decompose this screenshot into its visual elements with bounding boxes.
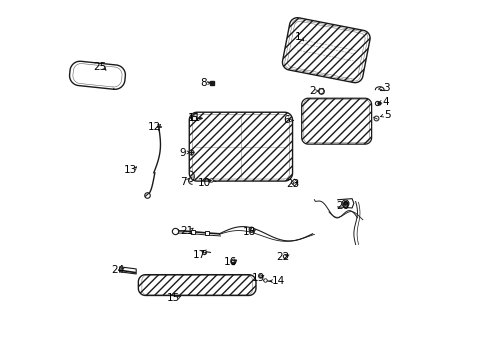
Text: 1: 1 bbox=[294, 32, 301, 41]
Text: 12: 12 bbox=[147, 122, 161, 132]
Text: 19: 19 bbox=[251, 273, 264, 283]
Text: 10: 10 bbox=[197, 178, 210, 188]
Polygon shape bbox=[189, 112, 292, 181]
Polygon shape bbox=[138, 275, 255, 296]
Polygon shape bbox=[301, 98, 371, 144]
Text: 7: 7 bbox=[180, 177, 186, 187]
Polygon shape bbox=[301, 98, 371, 144]
Polygon shape bbox=[189, 112, 292, 181]
Polygon shape bbox=[282, 18, 369, 83]
Text: 18: 18 bbox=[243, 227, 256, 237]
Text: 8: 8 bbox=[200, 78, 206, 88]
Text: 22: 22 bbox=[276, 252, 289, 262]
Text: 5: 5 bbox=[384, 111, 390, 121]
Polygon shape bbox=[282, 18, 369, 83]
Text: 25: 25 bbox=[94, 62, 107, 72]
Text: 9: 9 bbox=[179, 148, 185, 158]
Text: 2: 2 bbox=[309, 86, 315, 96]
Text: 17: 17 bbox=[193, 249, 206, 260]
Text: 23: 23 bbox=[285, 179, 299, 189]
Text: 11: 11 bbox=[187, 113, 201, 123]
Polygon shape bbox=[138, 275, 255, 296]
Text: 15: 15 bbox=[167, 293, 180, 303]
Text: 16: 16 bbox=[224, 257, 237, 267]
Text: 6: 6 bbox=[283, 116, 289, 126]
Text: 13: 13 bbox=[124, 165, 137, 175]
Text: 4: 4 bbox=[382, 97, 388, 107]
Polygon shape bbox=[69, 61, 125, 89]
Text: 21: 21 bbox=[180, 226, 193, 236]
Text: 20: 20 bbox=[336, 201, 349, 211]
Text: 3: 3 bbox=[382, 83, 388, 93]
Text: 14: 14 bbox=[271, 276, 285, 286]
Text: 24: 24 bbox=[111, 265, 124, 275]
